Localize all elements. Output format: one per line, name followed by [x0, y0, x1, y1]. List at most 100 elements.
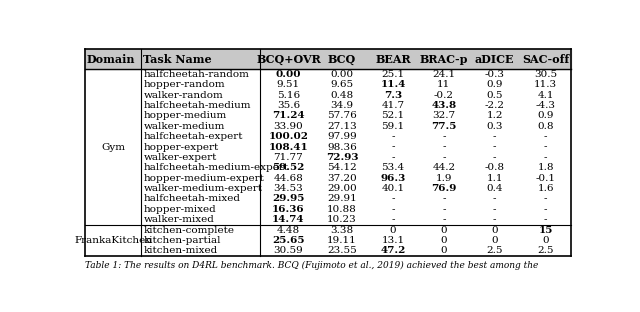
Text: 5.16: 5.16: [277, 90, 300, 100]
Text: -: -: [442, 205, 445, 214]
Text: -0.8: -0.8: [484, 163, 505, 172]
Text: 9.51: 9.51: [277, 80, 300, 89]
Text: -: -: [493, 153, 497, 162]
Text: -: -: [391, 143, 395, 152]
Text: 0: 0: [440, 246, 447, 255]
Text: 98.36: 98.36: [327, 143, 357, 152]
Text: 10.23: 10.23: [327, 215, 357, 224]
Text: -: -: [544, 205, 547, 214]
Text: 1.9: 1.9: [436, 174, 452, 183]
Text: -0.3: -0.3: [484, 70, 505, 79]
Text: 59.1: 59.1: [381, 122, 404, 131]
Text: 11: 11: [437, 80, 451, 89]
Text: SAC-off: SAC-off: [522, 54, 569, 65]
Text: 29.91: 29.91: [327, 194, 357, 203]
Text: Table 1: The results on D4RL benchmark. BCQ (Fujimoto et al., 2019) achieved the: Table 1: The results on D4RL benchmark. …: [85, 261, 538, 270]
Text: -: -: [391, 205, 395, 214]
Text: -: -: [493, 215, 497, 224]
Text: 9.65: 9.65: [331, 80, 354, 89]
Text: walker-mixed: walker-mixed: [143, 215, 214, 224]
Text: 30.59: 30.59: [273, 246, 303, 255]
Text: 96.3: 96.3: [380, 174, 406, 183]
Text: 4.48: 4.48: [277, 226, 300, 235]
Text: -: -: [442, 194, 445, 203]
Text: -: -: [391, 215, 395, 224]
Text: 0.9: 0.9: [486, 80, 503, 89]
Text: 29.95: 29.95: [272, 194, 305, 203]
Text: 47.2: 47.2: [380, 246, 406, 255]
Text: -: -: [442, 132, 445, 141]
Text: 77.5: 77.5: [431, 122, 456, 131]
Text: 27.13: 27.13: [327, 122, 357, 131]
Text: 25.1: 25.1: [381, 70, 404, 79]
Text: 43.8: 43.8: [431, 101, 456, 110]
Text: 10.88: 10.88: [327, 205, 357, 214]
Text: -: -: [442, 153, 445, 162]
Text: 57.76: 57.76: [327, 111, 357, 120]
Text: -4.3: -4.3: [536, 101, 556, 110]
Text: walker-random: walker-random: [143, 90, 223, 100]
Text: -: -: [544, 132, 547, 141]
Text: 76.9: 76.9: [431, 184, 456, 193]
Text: kitchen-complete: kitchen-complete: [143, 226, 234, 235]
Bar: [85, 49, 571, 69]
Text: Gym: Gym: [101, 143, 125, 152]
Text: 19.11: 19.11: [327, 236, 357, 245]
Text: 72.93: 72.93: [326, 153, 358, 162]
Text: walker-expert: walker-expert: [143, 153, 217, 162]
Text: 3.38: 3.38: [331, 226, 354, 235]
Text: 29.00: 29.00: [327, 184, 357, 193]
Text: 24.1: 24.1: [432, 70, 456, 79]
Text: hopper-medium-expert: hopper-medium-expert: [143, 174, 264, 183]
Text: 0: 0: [390, 226, 396, 235]
Text: aDICE: aDICE: [475, 54, 515, 65]
Text: 0: 0: [440, 236, 447, 245]
Text: 41.7: 41.7: [381, 101, 404, 110]
Text: 34.9: 34.9: [331, 101, 354, 110]
Text: 25.65: 25.65: [272, 236, 305, 245]
Text: 40.1: 40.1: [381, 184, 404, 193]
Text: -: -: [391, 153, 395, 162]
Text: 0.5: 0.5: [486, 90, 503, 100]
Text: 0.3: 0.3: [486, 122, 503, 131]
Text: 0.00: 0.00: [331, 70, 354, 79]
Text: 13.1: 13.1: [381, 236, 404, 245]
Text: 1.6: 1.6: [538, 184, 554, 193]
Text: FrankaKitchen: FrankaKitchen: [74, 236, 152, 245]
Text: 33.90: 33.90: [273, 122, 303, 131]
Text: hopper-medium: hopper-medium: [143, 111, 227, 120]
Text: 0.00: 0.00: [276, 70, 301, 79]
Text: 30.5: 30.5: [534, 70, 557, 79]
Text: -: -: [391, 194, 395, 203]
Text: 71.77: 71.77: [273, 153, 303, 162]
Text: 108.41: 108.41: [269, 143, 308, 152]
Text: 44.2: 44.2: [432, 163, 456, 172]
Text: 0.9: 0.9: [538, 111, 554, 120]
Text: -0.2: -0.2: [434, 90, 454, 100]
Text: -: -: [544, 153, 547, 162]
Text: 1.2: 1.2: [486, 111, 503, 120]
Text: -: -: [391, 132, 395, 141]
Text: 71.24: 71.24: [272, 111, 305, 120]
Text: 11.3: 11.3: [534, 80, 557, 89]
Text: 37.20: 37.20: [327, 174, 357, 183]
Text: 15: 15: [538, 226, 553, 235]
Text: halfcheetah-mixed: halfcheetah-mixed: [143, 194, 241, 203]
Text: -: -: [493, 132, 497, 141]
Text: -: -: [544, 194, 547, 203]
Text: walker-medium: walker-medium: [143, 122, 225, 131]
Text: halfcheetah-medium-expert: halfcheetah-medium-expert: [143, 163, 289, 172]
Text: hopper-mixed: hopper-mixed: [143, 205, 216, 214]
Text: 0.48: 0.48: [331, 90, 354, 100]
Text: 1.1: 1.1: [486, 174, 503, 183]
Text: 11.4: 11.4: [380, 80, 406, 89]
Text: -: -: [493, 143, 497, 152]
Text: -: -: [544, 143, 547, 152]
Text: kitchen-mixed: kitchen-mixed: [143, 246, 218, 255]
Text: kitchen-partial: kitchen-partial: [143, 236, 221, 245]
Text: halfcheetah-medium: halfcheetah-medium: [143, 101, 251, 110]
Text: 7.3: 7.3: [384, 90, 402, 100]
Text: 4.1: 4.1: [538, 90, 554, 100]
Text: 34.53: 34.53: [273, 184, 303, 193]
Text: 23.55: 23.55: [327, 246, 357, 255]
